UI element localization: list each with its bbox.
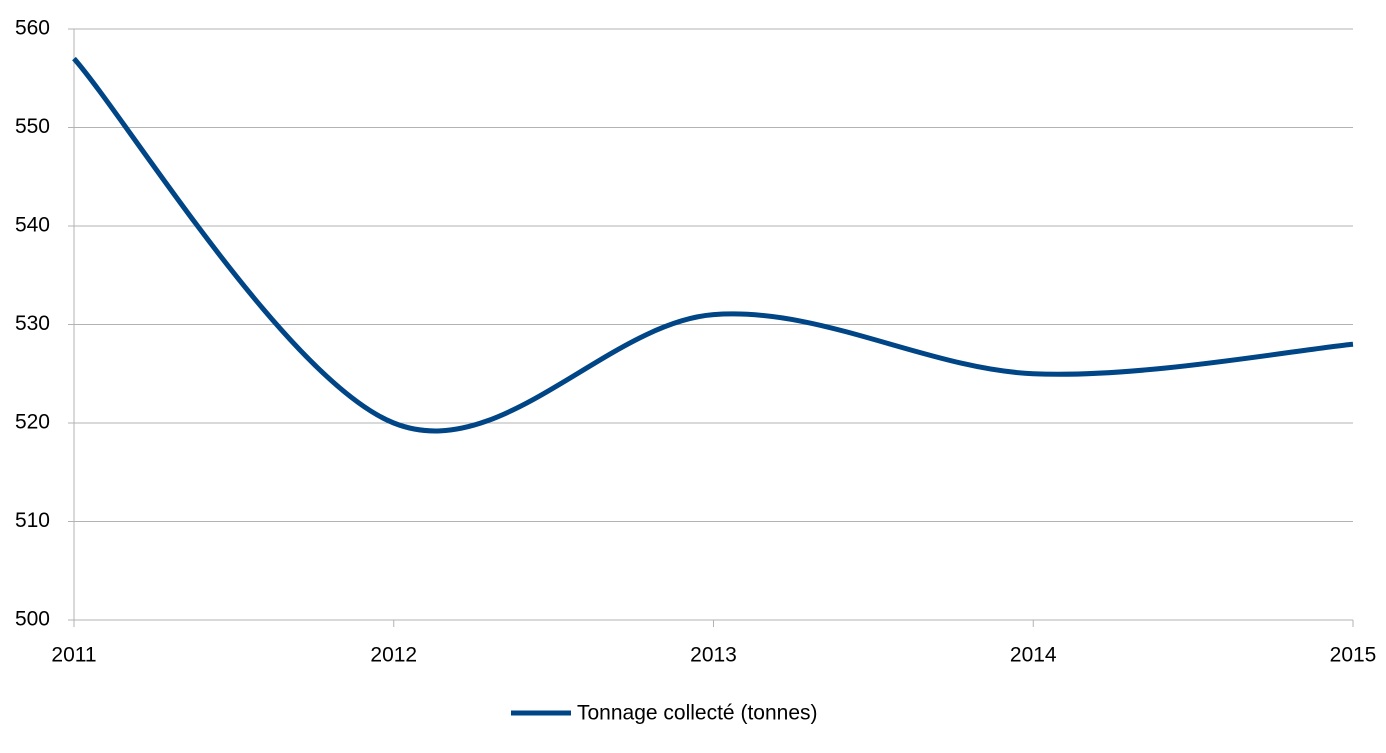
x-tick-label: 2011 xyxy=(51,644,96,667)
y-tick-label: 510 xyxy=(15,509,50,532)
y-tick-label: 550 xyxy=(15,115,50,138)
y-tick-label: 500 xyxy=(15,608,50,631)
x-tick-label: 2014 xyxy=(1010,644,1057,667)
y-tick-label: 520 xyxy=(15,411,50,434)
x-tick-label: 2013 xyxy=(690,644,737,667)
x-tick-label: 2012 xyxy=(370,644,417,667)
y-tick-label: 530 xyxy=(15,312,50,335)
x-tick-label: 2015 xyxy=(1330,644,1377,667)
y-tick-label: 540 xyxy=(15,214,50,237)
y-tick-label: 560 xyxy=(15,17,50,40)
legend-label: Tonnage collecté (tonnes) xyxy=(577,702,818,725)
line xyxy=(72,56,1354,434)
